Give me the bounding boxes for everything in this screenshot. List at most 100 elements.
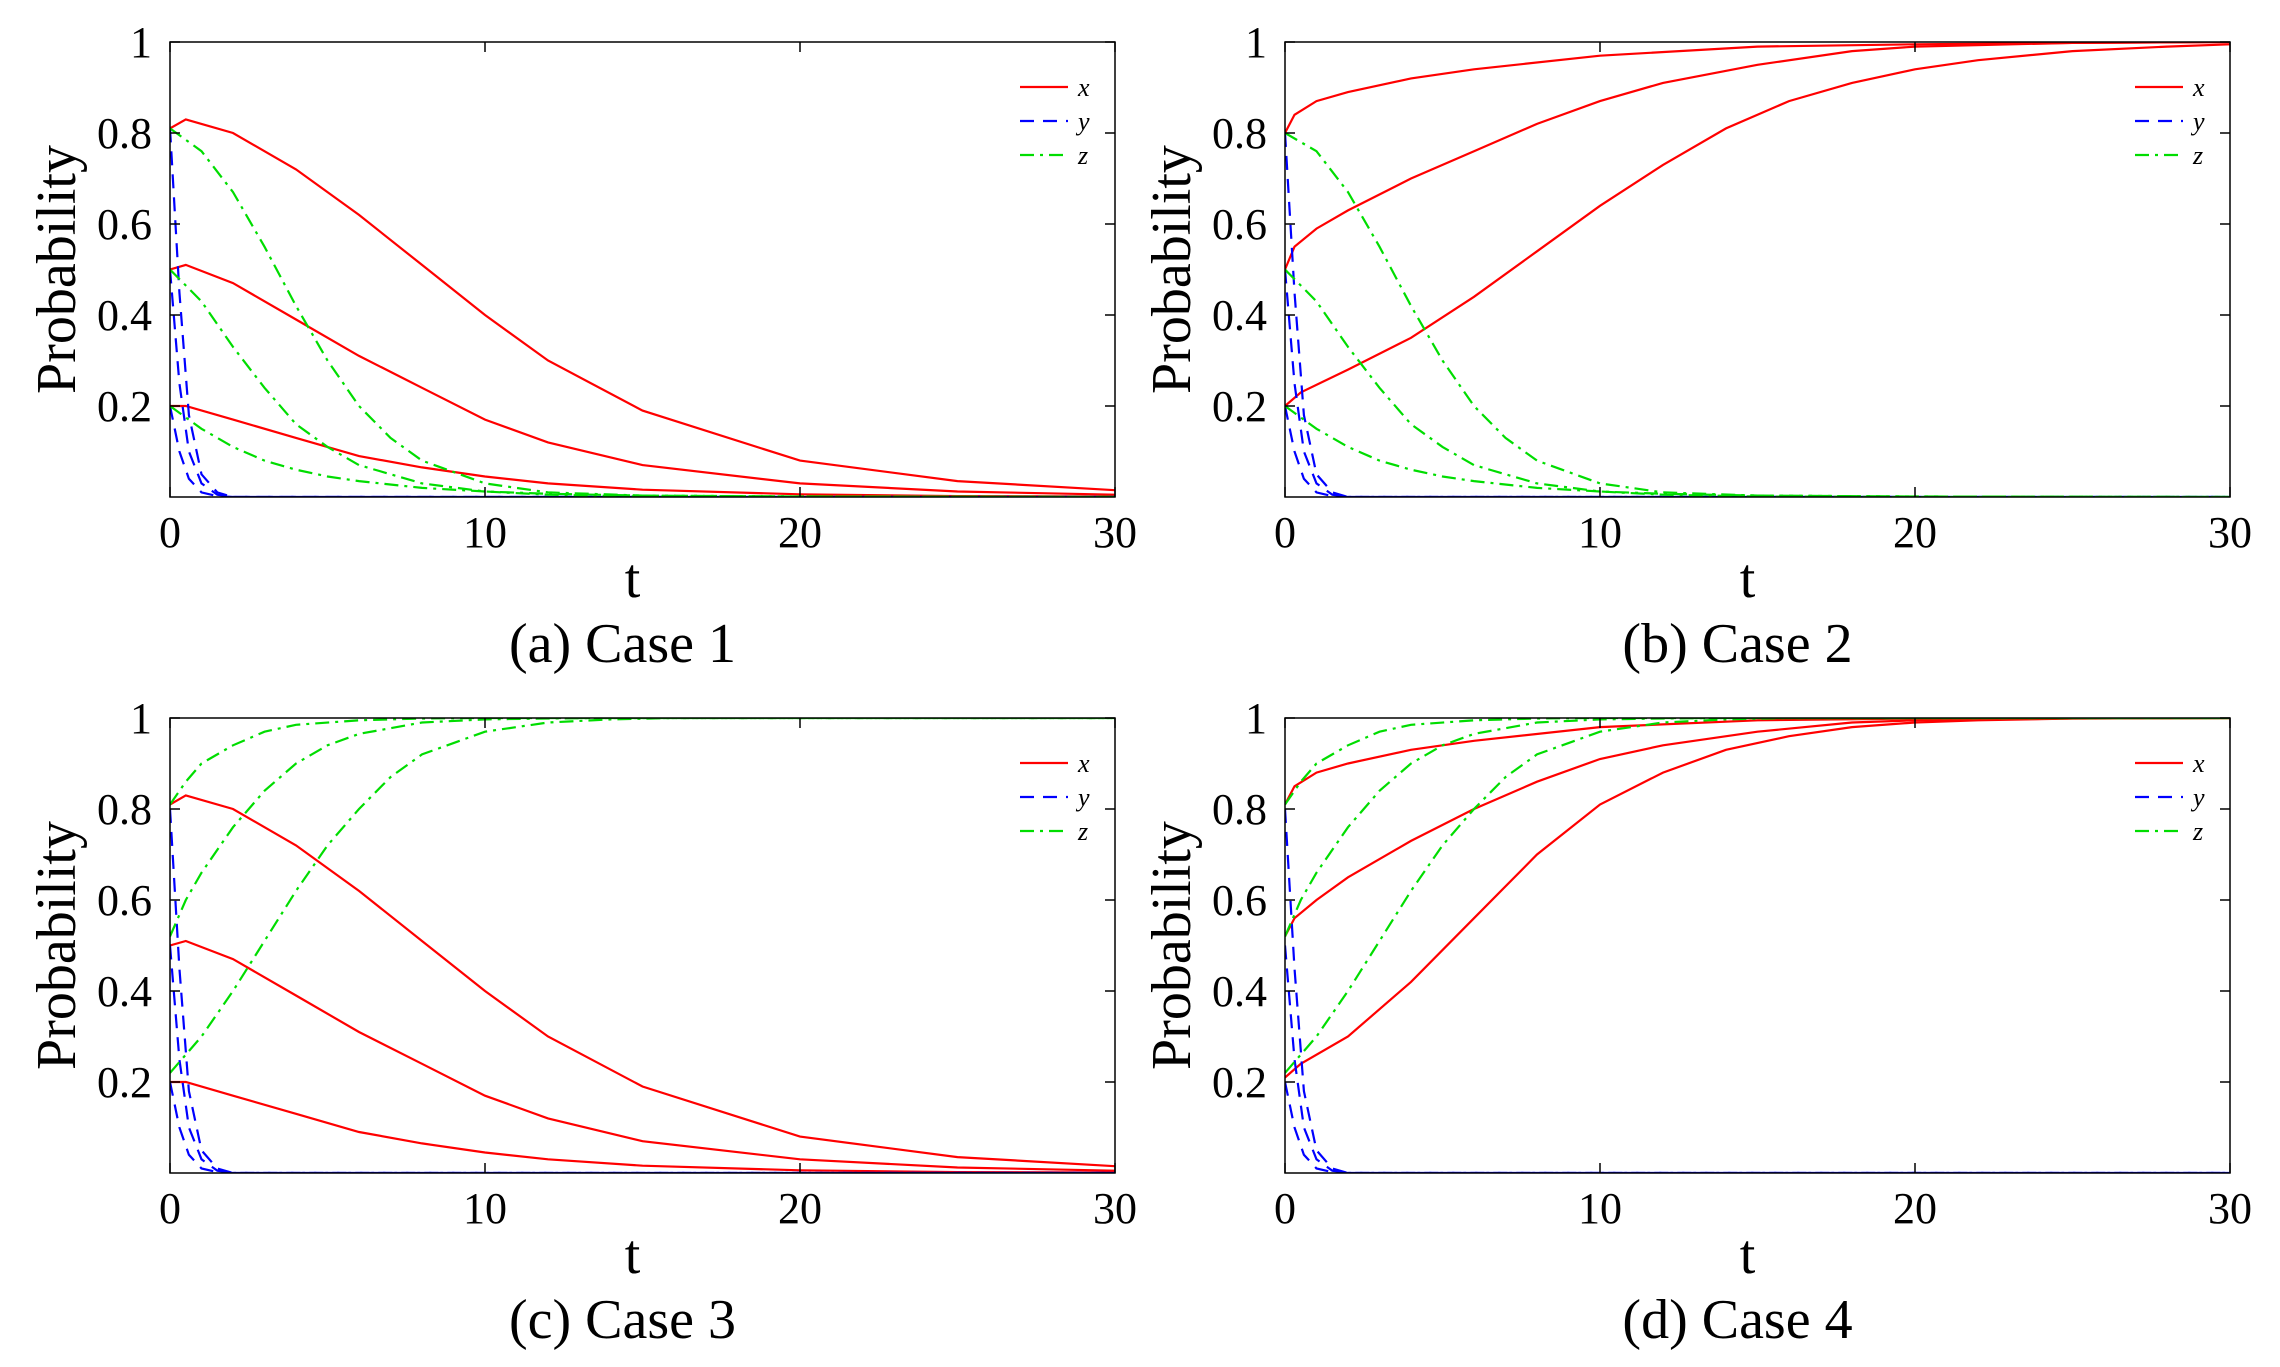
x-axis-label: t <box>625 548 641 610</box>
y-axis-label: Probability <box>26 821 88 1070</box>
x-axis-label: t <box>1740 1224 1756 1286</box>
series-line-z-8 <box>1285 718 2230 937</box>
x-tick-label: 0 <box>1274 508 1296 557</box>
chart-panel-3: 0 10 20 30 0.2 0.4 0.6 0.8 1 t Probability (c) Case… <box>26 694 1137 1351</box>
series-line-z-8 <box>170 268 1115 497</box>
y-tick-label: 0.2 <box>1212 382 1267 431</box>
y-tick-label: 0.8 <box>97 785 152 834</box>
legend-label-y: y <box>1075 107 1090 136</box>
series-line-y-4 <box>1285 132 2230 497</box>
x-tick-label: 0 <box>159 508 181 557</box>
x-tick-label: 10 <box>463 508 507 557</box>
series-line-x-3 <box>170 1080 1115 1173</box>
plot-area <box>1285 718 2230 1173</box>
x-tick-label: 0 <box>159 1184 181 1233</box>
axes-box <box>169 717 1116 1174</box>
y-tick-label: 0.4 <box>1212 967 1267 1016</box>
legend-label-y: y <box>2190 783 2205 812</box>
series-line-y-4 <box>1285 808 2230 1173</box>
series-line-z-9 <box>1285 405 2230 497</box>
y-axis-label: Probability <box>1141 821 1203 1070</box>
legend: xyz <box>1020 749 1090 846</box>
y-axis-label: Probability <box>1141 145 1203 394</box>
legend-label-z: z <box>2192 817 2203 846</box>
axes-box <box>1284 41 2231 498</box>
x-tick-label: 10 <box>1578 1184 1622 1233</box>
chart-panel-2: 0 10 20 30 0.2 0.4 0.6 0.8 1 t Probability (b) Case… <box>1141 18 2252 675</box>
y-tick-label: 0.8 <box>97 109 152 158</box>
axes-box <box>169 41 1116 498</box>
series-line-y-6 <box>1285 405 2230 497</box>
panel-caption: (c) Case 3 <box>509 1289 736 1351</box>
x-tick-label: 10 <box>463 1184 507 1233</box>
y-tick-label: 1 <box>1245 694 1267 743</box>
series-line-x-2 <box>1285 718 2230 937</box>
axes-box <box>1284 717 2231 1174</box>
y-tick-label: 0.2 <box>1212 1058 1267 1107</box>
legend: xyz <box>2135 749 2205 846</box>
y-tick-label: 0.6 <box>1212 876 1267 925</box>
y-axis-label: Probability <box>26 145 88 394</box>
y-tick-label: 0.4 <box>97 967 152 1016</box>
x-tick-label: 20 <box>1893 508 1937 557</box>
series-line-z-9 <box>170 718 1115 1074</box>
y-tick-label: 0.4 <box>1212 291 1267 340</box>
series-line-z-7 <box>170 127 1115 497</box>
series-line-x-1 <box>1285 42 2230 134</box>
legend-label-y: y <box>2190 107 2205 136</box>
series-line-x-1 <box>170 794 1115 1168</box>
x-tick-label: 30 <box>1093 1184 1137 1233</box>
x-tick-label: 20 <box>778 1184 822 1233</box>
series-line-x-1 <box>170 118 1115 492</box>
x-tick-label: 10 <box>1578 508 1622 557</box>
panel-caption: (b) Case 2 <box>1622 613 1852 675</box>
series-line-x-2 <box>170 263 1115 496</box>
legend-label-y: y <box>1075 783 1090 812</box>
panel-caption: (a) Case 1 <box>509 613 736 675</box>
series-line-y-6 <box>1285 1081 2230 1173</box>
legend: xyz <box>1020 73 1090 170</box>
series-line-y-5 <box>1285 945 2230 1173</box>
y-tick-label: 1 <box>130 694 152 743</box>
legend-label-x: x <box>2192 73 2205 102</box>
panel-caption: (d) Case 4 <box>1622 1289 1852 1351</box>
series-line-z-9 <box>170 405 1115 497</box>
y-tick-label: 1 <box>1245 18 1267 67</box>
series-line-z-8 <box>170 718 1115 937</box>
series-line-y-6 <box>170 405 1115 497</box>
series-line-z-9 <box>1285 718 2230 1074</box>
series-line-x-3 <box>1285 43 2230 407</box>
x-axis-label: t <box>625 1224 641 1286</box>
x-tick-label: 30 <box>2208 1184 2252 1233</box>
plot-area <box>170 718 1115 1173</box>
y-tick-label: 0.6 <box>1212 200 1267 249</box>
y-tick-label: 0.2 <box>97 1058 152 1107</box>
plot-area <box>1285 42 2230 497</box>
legend-label-x: x <box>1077 749 1090 778</box>
series-line-y-5 <box>170 945 1115 1173</box>
legend-label-x: x <box>1077 73 1090 102</box>
series-line-x-3 <box>1285 718 2230 1079</box>
series-line-y-5 <box>170 269 1115 497</box>
series-line-y-6 <box>170 1081 1115 1173</box>
x-tick-label: 0 <box>1274 1184 1296 1233</box>
x-tick-label: 20 <box>778 508 822 557</box>
legend-label-x: x <box>2192 749 2205 778</box>
y-tick-label: 0.2 <box>97 382 152 431</box>
legend-label-z: z <box>1077 817 1088 846</box>
y-tick-label: 0.6 <box>97 876 152 925</box>
series-line-y-4 <box>170 128 1115 497</box>
y-tick-label: 0.8 <box>1212 109 1267 158</box>
series-line-x-2 <box>1285 42 2230 270</box>
series-line-z-8 <box>1285 268 2230 497</box>
x-tick-label: 30 <box>1093 508 1137 557</box>
y-tick-label: 1 <box>130 18 152 67</box>
x-tick-label: 30 <box>2208 508 2252 557</box>
series-line-z-7 <box>1285 132 2230 497</box>
y-tick-label: 0.6 <box>97 200 152 249</box>
series-line-x-2 <box>170 939 1115 1172</box>
chart-panel-1: 0 10 20 30 0.2 0.4 0.6 0.8 1 t Probability (a) Case… <box>26 18 1137 675</box>
x-axis-label: t <box>1740 548 1756 610</box>
legend-label-z: z <box>1077 141 1088 170</box>
